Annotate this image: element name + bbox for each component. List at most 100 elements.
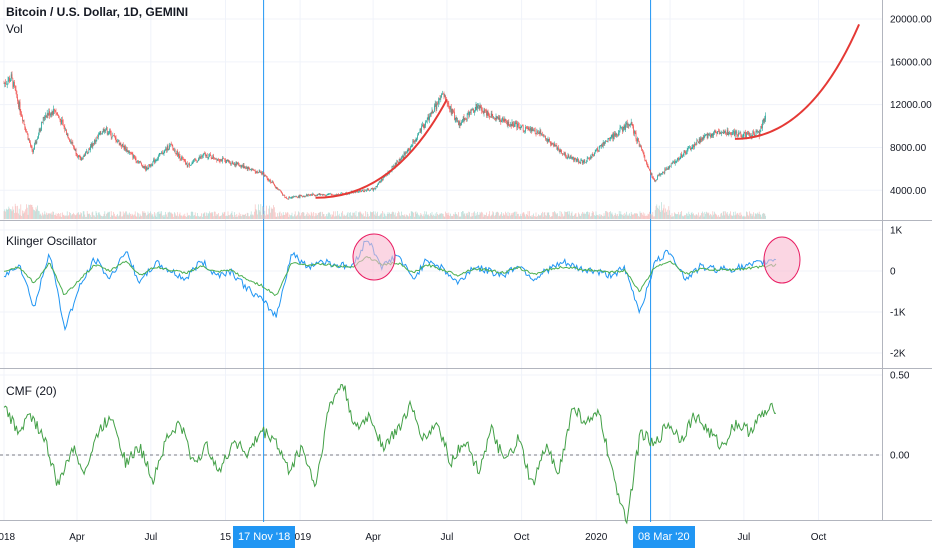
candle-body [610, 137, 611, 140]
volume-bar [210, 213, 211, 219]
volume-bar [114, 213, 115, 219]
price-candles[interactable] [3, 71, 766, 200]
volume-bar [189, 215, 190, 219]
volume-bar [358, 212, 360, 219]
volume-bar [225, 215, 226, 219]
volume-bar [634, 213, 635, 219]
candle-body [378, 181, 380, 184]
volume-bar [297, 214, 298, 219]
volume-bar [76, 213, 78, 219]
candle-body [586, 158, 588, 162]
candle-body [270, 182, 272, 183]
candle-body [462, 117, 464, 120]
volume-bar [640, 213, 642, 219]
marker-badge-nov-2018[interactable]: 17 Nov '18 [233, 526, 296, 548]
candle-body [473, 108, 474, 113]
volume-bar [294, 214, 295, 219]
volume-bar [602, 216, 604, 219]
candle-body [158, 154, 160, 157]
candle-body [681, 154, 682, 158]
candle-body [66, 129, 67, 135]
candle-body [340, 193, 342, 195]
candle-body [444, 95, 446, 97]
volume-bar [526, 213, 527, 219]
candle-body [177, 150, 178, 157]
volume-bar [409, 213, 410, 219]
volume-bar [578, 213, 580, 219]
candle-body [109, 130, 110, 134]
volume-bar [312, 215, 314, 219]
volume-bar [319, 212, 321, 219]
candle-body [247, 166, 249, 170]
candle-body [286, 198, 288, 200]
volume-bar [4, 209, 6, 219]
candle-body [59, 118, 61, 121]
candle-body [443, 94, 445, 97]
volume-bar [522, 212, 524, 219]
candle-body [750, 135, 751, 137]
candle-body [42, 117, 44, 123]
volume-bar [54, 214, 56, 219]
candle-body [322, 194, 323, 196]
volume-bar [94, 215, 95, 219]
volume-bar [483, 214, 485, 219]
candle-body [82, 156, 84, 160]
candle-body [126, 148, 128, 152]
candle-body [65, 129, 66, 131]
volume-bar [370, 211, 371, 219]
candle-body [688, 147, 690, 149]
volume-bar [462, 211, 463, 219]
cmf-series[interactable] [3, 383, 777, 525]
volume-bar [226, 216, 228, 219]
volume-bar [663, 204, 665, 219]
volume-bar [133, 215, 134, 219]
volume-bar [682, 216, 684, 219]
volume-bar [763, 213, 765, 219]
candle-body [432, 110, 434, 113]
candle-body [152, 161, 154, 166]
volume-bar [85, 216, 86, 219]
candle-body [525, 126, 526, 132]
volume-bar [511, 214, 513, 219]
volume-bar [364, 216, 366, 219]
marker-badge-mar-2020[interactable]: 08 Mar '20 [633, 526, 695, 548]
klinger-series[interactable] [3, 233, 801, 332]
volume-bar [534, 216, 535, 219]
candle-body [315, 195, 317, 196]
volume-bar [485, 214, 486, 219]
candle-body [762, 123, 763, 129]
volume-bar [462, 211, 464, 219]
candle-body [534, 130, 535, 131]
candle-body [100, 131, 102, 134]
candle-body [612, 134, 614, 139]
candle-body [590, 156, 591, 160]
volume-bar [742, 216, 743, 219]
volume-bar [66, 211, 68, 219]
candle-body [625, 124, 626, 130]
volume-bar [739, 215, 741, 219]
candle-body [735, 131, 737, 133]
volume-bar [689, 214, 690, 219]
volume-bar [490, 215, 492, 219]
candle-body [557, 147, 558, 150]
candle-body [210, 154, 211, 156]
candle-body [459, 122, 461, 126]
volume-bar [499, 215, 501, 219]
candle-body [406, 151, 408, 154]
volume-bar [507, 211, 509, 219]
candle-body [523, 131, 525, 132]
candle-body [520, 127, 522, 128]
volume-bar [366, 216, 367, 219]
volume-bar [591, 212, 593, 219]
candle-body [426, 119, 428, 121]
volume-bar [35, 207, 37, 219]
volume-bar [49, 213, 50, 219]
volume-bar [655, 205, 657, 219]
candle-body [711, 133, 713, 137]
date-marker-lines [263, 0, 652, 522]
volume-bar [378, 215, 379, 219]
candle-body [544, 135, 546, 137]
volume-bar [158, 213, 160, 219]
volume-bar [359, 211, 361, 219]
